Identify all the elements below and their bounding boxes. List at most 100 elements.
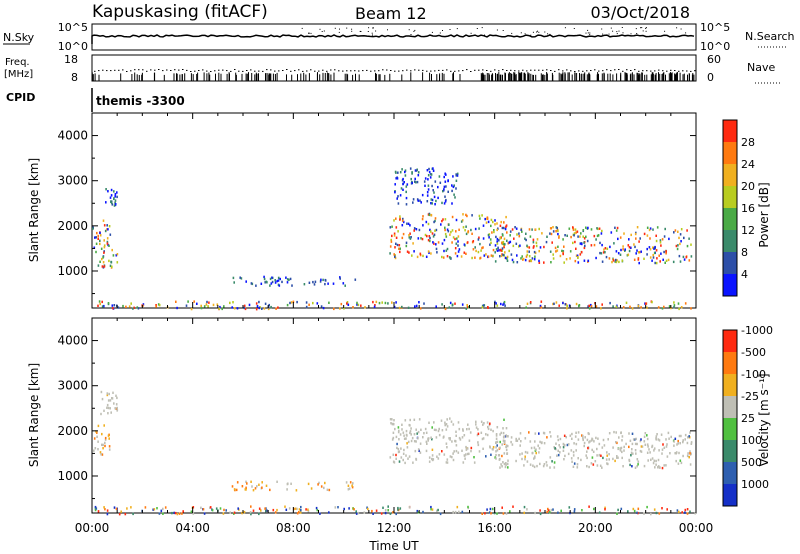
echo-cell [526, 302, 529, 305]
nsearch-dot [537, 30, 538, 32]
echo-cell [426, 194, 429, 197]
echo-cell [628, 445, 630, 449]
echo-cell [398, 247, 400, 250]
echo-cell [546, 510, 548, 514]
echo-cell [288, 278, 290, 281]
echo-cell [508, 249, 510, 253]
echo-cell [489, 422, 491, 425]
freq-dot [350, 70, 352, 72]
echo-cell [582, 437, 584, 440]
echo-cell [655, 459, 657, 463]
echo-cell [274, 281, 277, 284]
echo-cell [466, 304, 468, 307]
echo-cell [457, 250, 460, 253]
echo-cell [271, 280, 274, 284]
echo-cell [265, 280, 268, 283]
echo-cell [550, 261, 552, 264]
echo-cell [628, 246, 631, 249]
echo-cell [93, 246, 96, 249]
colorbar-swatch [723, 252, 737, 274]
echo-cell [506, 239, 508, 242]
echo-cell [595, 305, 598, 308]
echo-cell [619, 236, 622, 239]
echo-cell [104, 229, 107, 233]
echo-cell [419, 442, 422, 445]
echo-cell [467, 505, 469, 509]
echo-cell [686, 229, 688, 232]
echo-cell [425, 220, 428, 224]
echo-cell [643, 464, 646, 468]
echo-cell [587, 226, 589, 230]
echo-cell [503, 237, 506, 240]
echo-cell [396, 243, 399, 247]
freq-dot [410, 70, 412, 72]
freq-dot [286, 69, 288, 70]
echo-cell [665, 259, 668, 262]
echo-cell [581, 242, 583, 246]
echo-cell [677, 230, 679, 233]
echo-cell [106, 224, 108, 227]
echo-cell [389, 512, 392, 515]
echo-cell [409, 232, 411, 235]
echo-cell [601, 229, 603, 233]
echo-cell [504, 227, 507, 231]
nsearch-dot [319, 28, 321, 30]
echo-cell [633, 509, 636, 513]
echo-cell [132, 512, 134, 516]
echo-cell [452, 510, 454, 514]
echo-cell [641, 445, 644, 448]
echo-cell [483, 422, 485, 425]
echo-cell [653, 508, 656, 511]
echo-cell [446, 425, 449, 428]
echo-cell [106, 512, 109, 516]
freq-dot [650, 70, 652, 72]
echo-cell [337, 506, 339, 509]
echo-cell [404, 461, 406, 465]
echo-cell [556, 435, 559, 438]
echo-cell [433, 191, 435, 194]
freq-dot [514, 70, 516, 72]
echo-cell [92, 227, 94, 230]
echo-cell [563, 434, 566, 437]
echo-cell [506, 257, 508, 260]
echo-cell [503, 226, 505, 230]
freq-dot [198, 70, 200, 71]
echo-cell [535, 244, 538, 248]
echo-cell [600, 307, 602, 310]
echo-cell [396, 446, 398, 450]
echo-cell [551, 460, 553, 463]
echo-cell [581, 509, 583, 512]
echo-cell [473, 456, 475, 459]
echo-cell [344, 284, 346, 287]
echo-cell [403, 437, 406, 440]
freq-dot [686, 70, 688, 72]
echo-cell [478, 214, 481, 218]
echo-cell [477, 441, 479, 444]
nsearch-dot [602, 33, 604, 35]
echo-cell [274, 511, 277, 514]
echo-cell [618, 260, 620, 264]
colorbar-tick-label: 24 [741, 158, 755, 171]
nsearch-dot [334, 27, 336, 29]
freq-nave-trace [91, 69, 696, 81]
echo-cell [637, 511, 639, 515]
echo-cell [457, 244, 459, 247]
echo-cell [562, 252, 564, 256]
echo-cell [496, 512, 498, 515]
x-tick-label: 16:00 [477, 521, 512, 535]
freq-dot [118, 69, 120, 71]
echo-cell [103, 506, 105, 509]
echo-cell [636, 511, 638, 514]
y-tick-label: 3000 [57, 379, 88, 393]
echo-cell [207, 305, 209, 308]
echo-cell [474, 256, 476, 259]
freq-dot [378, 70, 380, 72]
echo-cell [405, 429, 408, 433]
echo-cell [678, 307, 680, 311]
echo-cell [103, 244, 106, 247]
echo-cell [320, 305, 323, 308]
echo-cell [484, 512, 486, 515]
echo-cell [455, 242, 458, 245]
echo-cell [521, 452, 523, 455]
echo-cell [486, 217, 489, 220]
